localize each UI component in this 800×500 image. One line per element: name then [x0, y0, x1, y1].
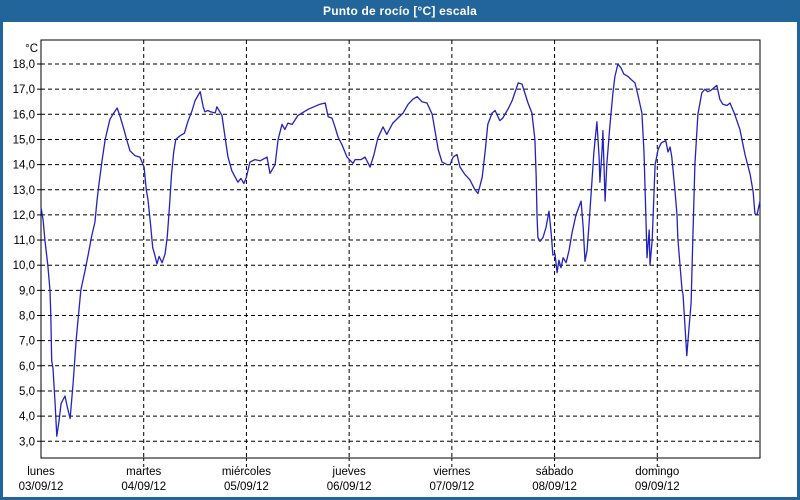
y-tick-label: 8,0	[19, 311, 35, 323]
y-tick-label: 10,0	[13, 260, 35, 272]
y-tick-label: 15,0	[13, 134, 35, 146]
y-tick-label: 9,0	[19, 285, 35, 297]
chart-canvas: °C 18,0 17,0 16,0 15,0 14,0 13,0 12,0 11,0 10,0 9…	[13, 39, 761, 493]
x-date-label: 08/09/12	[532, 481, 577, 493]
window-title: Punto de rocío [°C] escala	[322, 4, 478, 18]
y-tick-label: 11,0	[13, 235, 35, 247]
y-tick-label: 3,0	[19, 436, 35, 448]
y-tick-label: 6,0	[19, 361, 35, 373]
y-tick-label: 18,0	[13, 59, 35, 71]
x-date-label: 06/09/12	[327, 481, 372, 493]
x-day-label: domingo	[635, 466, 679, 478]
title-bar: Punto de rocío [°C] escala	[0, 0, 800, 22]
y-tick-label: 5,0	[19, 386, 35, 398]
x-day-label: jueves	[332, 466, 366, 478]
y-tick-label: 17,0	[13, 84, 35, 96]
y-axis-unit-label: °C	[25, 43, 38, 55]
x-date-label: 09/09/12	[635, 481, 680, 493]
y-tick-label: 14,0	[13, 160, 35, 172]
x-day-label: lunes	[27, 466, 55, 478]
y-tick-label: 16,0	[13, 109, 35, 121]
chart-area: °C 18,0 17,0 16,0 15,0 14,0 13,0 12,0 11,0 10,0 9…	[3, 22, 797, 497]
x-day-label: sábado	[536, 466, 574, 478]
y-tick-label: 13,0	[13, 185, 35, 197]
y-tick-label: 7,0	[19, 336, 35, 348]
x-date-label: 05/09/12	[224, 481, 269, 493]
y-tick-label: 12,0	[13, 210, 35, 222]
x-date-label: 03/09/12	[19, 481, 64, 493]
plot-frame	[40, 39, 761, 459]
y-tick-label: 4,0	[19, 411, 35, 423]
x-day-label: viernes	[433, 466, 470, 478]
x-date-label: 04/09/12	[121, 481, 166, 493]
x-date-label: 07/09/12	[429, 481, 474, 493]
x-day-label: miércoles	[222, 466, 271, 478]
dewpoint-line	[40, 63, 761, 437]
x-day-label: martes	[126, 466, 161, 478]
